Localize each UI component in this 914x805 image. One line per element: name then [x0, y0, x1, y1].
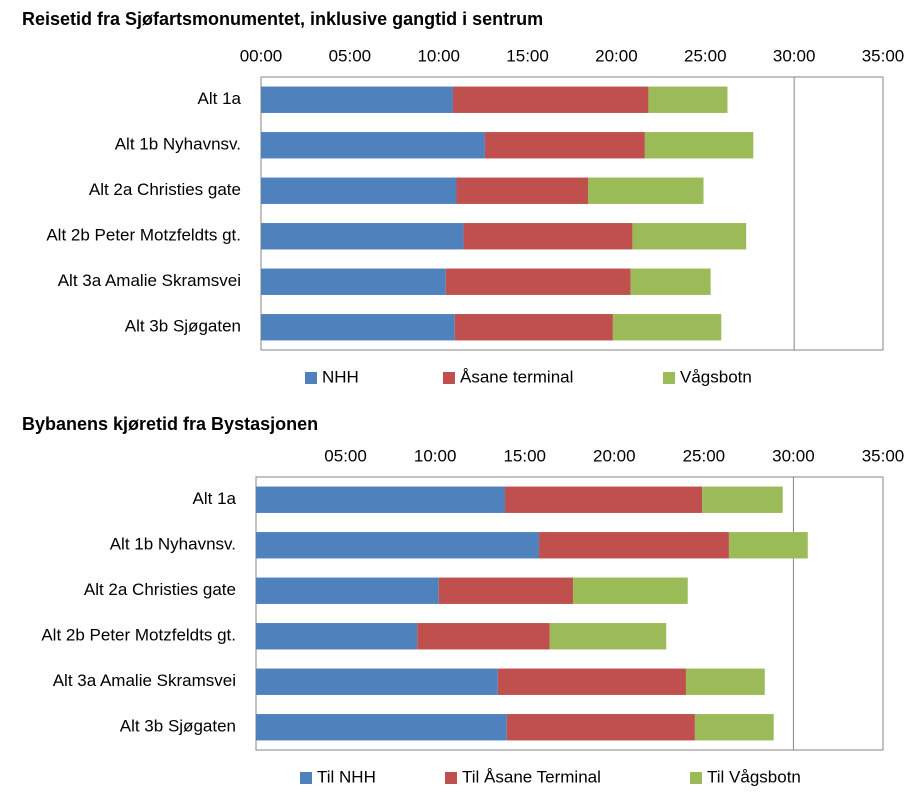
bar-segment: [261, 132, 485, 159]
bar-segment: [261, 314, 455, 341]
x-tick-label: 25:00: [684, 46, 727, 65]
bar-segment: [438, 577, 574, 604]
bar-segment: [644, 132, 754, 159]
legend-swatch: [690, 772, 702, 784]
bar-segment: [261, 223, 464, 250]
bar-segment: [648, 86, 728, 113]
x-tick-label: 25:00: [683, 446, 726, 465]
legend-swatch: [305, 372, 317, 384]
legend-label: Åsane terminal: [460, 367, 573, 386]
x-tick-label: 10:00: [417, 46, 460, 65]
x-tick-label: 15:00: [506, 46, 549, 65]
bar-segment: [549, 623, 667, 650]
bar-segment: [417, 623, 550, 650]
x-tick-label: 20:00: [595, 46, 638, 65]
bar-segment: [261, 268, 446, 295]
category-label: Alt 1a: [193, 489, 237, 508]
bar-segment: [256, 714, 507, 741]
chart-title: Bybanens kjøretid fra Bystasjonen: [22, 414, 318, 434]
bar-segment: [256, 623, 418, 650]
legend-label: Til Åsane Terminal: [462, 767, 601, 786]
legend-swatch: [663, 372, 675, 384]
legend-swatch: [300, 772, 312, 784]
legend-label: Til NHH: [317, 767, 376, 786]
category-label: Alt 2a Christies gate: [89, 180, 241, 199]
bar-segment: [484, 132, 645, 159]
bar-segment: [685, 668, 765, 695]
bar-segment: [261, 86, 453, 113]
bar-segment: [505, 486, 703, 513]
bar-segment: [454, 314, 613, 341]
legend-label: Til Vågsbotn: [707, 767, 801, 786]
bar-segment: [573, 577, 688, 604]
chart-title: Reisetid fra Sjøfartsmonumentet, inklusi…: [22, 9, 543, 29]
bar-segment: [587, 177, 704, 204]
x-tick-label: 35:00: [862, 446, 905, 465]
bar-segment: [506, 714, 695, 741]
x-tick-label: 00:00: [240, 46, 283, 65]
bar-segment: [452, 86, 649, 113]
bar-segment: [694, 714, 774, 741]
bar-segment: [463, 223, 633, 250]
plot-area: [260, 76, 884, 351]
bar-segment: [612, 314, 722, 341]
bar-segment: [456, 177, 588, 204]
bar-segment: [256, 486, 506, 513]
legend-label: NHH: [322, 367, 359, 386]
x-tick-label: 10:00: [414, 446, 457, 465]
legend-label: Vågsbotn: [680, 367, 752, 386]
category-label: Alt 3a Amalie Skramsvei: [53, 671, 236, 690]
category-label: Alt 2a Christies gate: [84, 580, 236, 599]
bar-segment: [702, 486, 783, 513]
plot-area: [255, 476, 884, 751]
legend-swatch: [443, 372, 455, 384]
bar-segment: [630, 268, 711, 295]
category-label: Alt 1a: [198, 89, 242, 108]
category-label: Alt 3b Sjøgaten: [125, 317, 241, 336]
bar-segment: [445, 268, 631, 295]
category-label: Alt 1b Nyhavnsv.: [115, 135, 241, 154]
x-tick-label: 05:00: [329, 46, 372, 65]
category-label: Alt 1b Nyhavnsv.: [110, 535, 236, 554]
x-tick-label: 20:00: [593, 446, 636, 465]
bar-segment: [256, 668, 498, 695]
bar-segment: [497, 668, 686, 695]
bar-segment: [261, 177, 457, 204]
category-label: Alt 3a Amalie Skramsvei: [58, 271, 241, 290]
bar-segment: [539, 532, 729, 559]
bar-segment: [632, 223, 747, 250]
category-label: Alt 3b Sjøgaten: [120, 717, 236, 736]
x-tick-label: 30:00: [772, 446, 815, 465]
bar-segment: [256, 532, 540, 559]
category-label: Alt 2b Peter Motzfeldts gt.: [41, 626, 236, 645]
x-tick-label: 15:00: [503, 446, 546, 465]
category-label: Alt 2b Peter Motzfeldts gt.: [46, 226, 241, 245]
bar-segment: [728, 532, 808, 559]
x-tick-label: 35:00: [862, 46, 905, 65]
x-tick-label: 30:00: [773, 46, 816, 65]
legend-swatch: [445, 772, 457, 784]
bar-segment: [256, 577, 439, 604]
x-tick-label: 05:00: [324, 446, 367, 465]
